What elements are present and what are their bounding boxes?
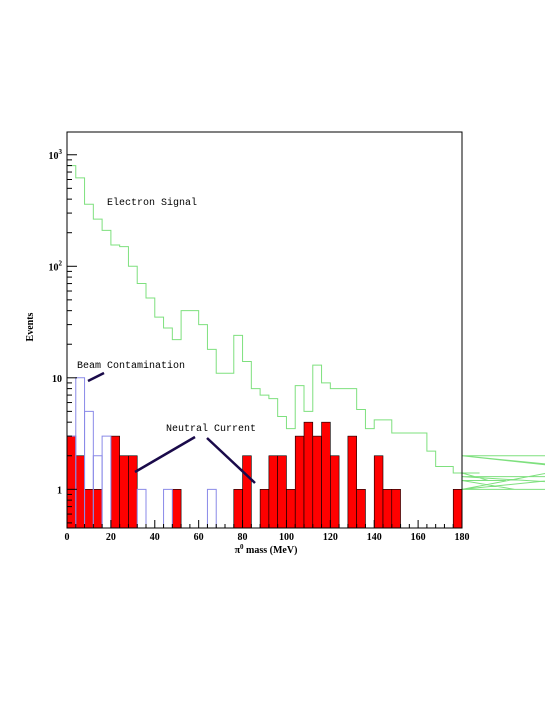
neutral-current-bar-7 — [172, 489, 182, 529]
neutral-current-bar-21 — [373, 455, 384, 529]
neutral-current-bar-19 — [347, 435, 357, 529]
neutral-current-bar-15 — [303, 421, 314, 529]
neutral-current-bar-10 — [259, 489, 270, 529]
neutral-current-bar-24 — [452, 489, 463, 529]
x-tick-label-140: 140 — [367, 532, 382, 543]
neutral-current-bar-22 — [382, 489, 393, 529]
neutral-current-bar-6 — [128, 455, 138, 529]
y-tick-label-1: 1 — [57, 485, 62, 496]
x-tick-label-20: 20 — [106, 532, 116, 543]
x-tick-label-60: 60 — [194, 532, 204, 543]
electron-signal-label: Electron Signal — [107, 197, 197, 209]
x-tick-label-160: 160 — [411, 532, 426, 543]
neutral-current-series — [66, 421, 463, 529]
neutral-current-bar-3 — [93, 489, 103, 529]
y-tick-label-1000: 103 — [49, 148, 63, 162]
neutral-current-bar-9 — [242, 455, 252, 529]
neutral-current-bar-12 — [277, 455, 287, 529]
neutral-current-bar-5 — [119, 455, 129, 529]
neutral-current-pointer-right — [206, 437, 256, 484]
beam-contamination-bin-6 — [163, 488, 173, 528]
x-tick-label-40: 40 — [150, 532, 160, 543]
neutral-current-bar-18 — [330, 455, 340, 529]
x-tick-label-80: 80 — [238, 532, 248, 543]
neutral-current-bar-16 — [312, 435, 322, 529]
neutral-current-bar-17 — [321, 421, 331, 529]
neutral-current-bar-1 — [75, 455, 85, 529]
x-tick-label-100: 100 — [279, 532, 294, 543]
x-tick-label-120: 120 — [323, 532, 338, 543]
y-axis-title: Events — [25, 312, 36, 341]
beam-contamination-bin-7 — [206, 488, 217, 528]
y-tick-label-100: 102 — [49, 259, 63, 273]
beam-contamination-bin-5 — [136, 488, 147, 528]
y-axis: 1 10 102 103 — [49, 148, 77, 524]
x-tick-label-180: 180 — [455, 532, 470, 543]
x-axis-title: π0 mass (MeV) — [235, 543, 298, 556]
neutral-current-bar-8 — [233, 489, 243, 529]
beam-contamination-pointer — [87, 371, 105, 383]
neutral-current-bar-14 — [294, 435, 305, 529]
neutral-current-bar-11 — [268, 455, 278, 529]
neutral-current-bar-2 — [84, 489, 94, 529]
x-tick-label-0: 0 — [65, 532, 70, 543]
neutral-current-bar-20 — [356, 489, 366, 529]
annotations: Electron Signal Beam Contamination Neutral… — [77, 197, 256, 484]
beam-contamination-bin-4 — [101, 435, 112, 528]
neutral-current-bar-4 — [110, 435, 120, 529]
x-axis: 0 20 40 60 80 100 120 140 160 180 — [65, 520, 470, 543]
neutral-current-bar-13 — [286, 489, 296, 529]
neutral-current-pointer-left — [134, 435, 196, 474]
plot-frame — [66, 131, 463, 529]
neutral-current-label: Neutral Current — [166, 423, 256, 435]
beam-contamination-label: Beam Contamination — [77, 360, 185, 372]
neutral-current-bar-23 — [391, 489, 401, 529]
y-tick-label-10: 10 — [52, 374, 62, 385]
